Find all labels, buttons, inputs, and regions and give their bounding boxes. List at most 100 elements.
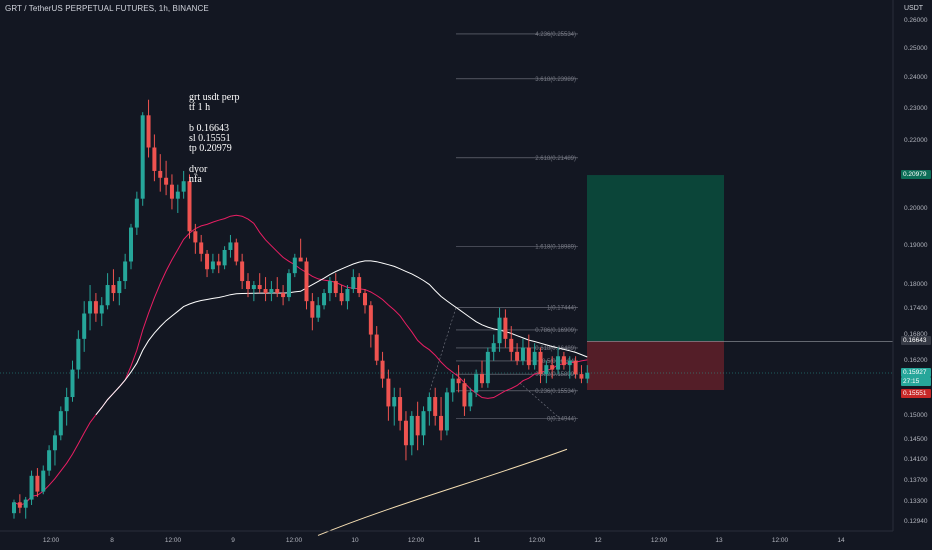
candle[interactable] — [351, 269, 356, 294]
candle[interactable] — [298, 238, 303, 262]
candle[interactable] — [333, 273, 338, 298]
candle[interactable] — [357, 273, 362, 298]
candle[interactable] — [403, 411, 408, 461]
candle[interactable] — [468, 387, 473, 412]
candle[interactable] — [561, 351, 566, 370]
candle[interactable] — [246, 273, 250, 298]
candle[interactable] — [363, 289, 367, 314]
candle[interactable] — [35, 468, 40, 497]
time-axis[interactable] — [0, 531, 893, 550]
candle[interactable] — [556, 347, 561, 375]
candle[interactable] — [269, 281, 274, 302]
candle[interactable] — [175, 184, 180, 213]
candle[interactable] — [345, 285, 350, 310]
candle[interactable] — [515, 343, 520, 366]
candle[interactable] — [152, 134, 157, 182]
candle[interactable] — [439, 397, 444, 441]
fib-trend-line[interactable] — [519, 382, 561, 419]
candle[interactable] — [146, 99, 151, 158]
candle[interactable] — [310, 293, 315, 331]
candle[interactable] — [567, 356, 572, 379]
candle[interactable] — [129, 223, 133, 270]
candle[interactable] — [433, 387, 438, 426]
candle[interactable] — [520, 338, 525, 366]
candle[interactable] — [497, 307, 502, 352]
candle[interactable] — [450, 374, 455, 402]
candle[interactable] — [573, 356, 578, 379]
candle[interactable] — [123, 253, 128, 290]
candle[interactable] — [181, 170, 186, 199]
candle[interactable] — [29, 470, 34, 506]
candle[interactable] — [327, 277, 332, 302]
candle[interactable] — [216, 253, 221, 274]
candle[interactable] — [415, 401, 420, 451]
candle[interactable] — [456, 365, 461, 393]
ma-slow-line[interactable] — [317, 448, 568, 536]
candle[interactable] — [292, 253, 297, 278]
candle[interactable] — [140, 112, 145, 206]
candle[interactable] — [234, 238, 239, 266]
candle[interactable] — [88, 285, 93, 331]
candle[interactable] — [199, 234, 204, 262]
candle[interactable] — [64, 387, 69, 426]
candle[interactable] — [193, 223, 198, 254]
candle[interactable] — [134, 191, 139, 235]
candle[interactable] — [550, 356, 555, 379]
candle[interactable] — [579, 365, 584, 384]
candle[interactable] — [368, 301, 373, 348]
candle[interactable] — [222, 246, 227, 270]
candle[interactable] — [585, 365, 590, 384]
price-axis[interactable] — [893, 0, 932, 550]
candle[interactable] — [339, 285, 344, 306]
candle[interactable] — [503, 309, 508, 348]
candle[interactable] — [474, 369, 479, 398]
candle[interactable] — [532, 343, 537, 370]
candle[interactable] — [421, 406, 426, 446]
candle[interactable] — [427, 392, 432, 426]
candle[interactable] — [275, 277, 280, 298]
candle[interactable] — [99, 297, 104, 327]
candle[interactable] — [374, 326, 379, 366]
candle[interactable] — [480, 360, 484, 388]
candle[interactable] — [82, 301, 87, 352]
take-profit-zone[interactable] — [587, 175, 724, 342]
candle[interactable] — [93, 293, 98, 322]
candle[interactable] — [392, 387, 397, 426]
candle[interactable] — [158, 154, 163, 192]
candle[interactable] — [257, 273, 262, 294]
candle[interactable] — [286, 269, 291, 302]
candle[interactable] — [58, 406, 63, 441]
candle[interactable] — [111, 269, 116, 302]
candle[interactable] — [316, 297, 321, 322]
candle[interactable] — [52, 430, 57, 466]
candle[interactable] — [70, 360, 75, 402]
candle[interactable] — [322, 289, 327, 310]
candle[interactable] — [462, 378, 467, 416]
candle[interactable] — [485, 347, 490, 388]
candle[interactable] — [117, 277, 122, 306]
candle[interactable] — [251, 281, 256, 302]
candle[interactable] — [240, 253, 245, 290]
candle[interactable] — [304, 257, 309, 310]
fib-trend-line[interactable] — [429, 307, 457, 391]
candle[interactable] — [386, 369, 391, 421]
candle[interactable] — [187, 174, 192, 239]
candle[interactable] — [538, 347, 543, 384]
candle[interactable] — [509, 326, 514, 361]
candle[interactable] — [169, 174, 174, 210]
candle[interactable] — [41, 465, 46, 495]
candle[interactable] — [210, 253, 215, 274]
candle[interactable] — [164, 160, 169, 196]
candle[interactable] — [228, 234, 233, 258]
candle[interactable] — [205, 249, 210, 278]
candle[interactable] — [491, 334, 496, 361]
candle[interactable] — [76, 330, 81, 379]
candle[interactable] — [12, 499, 16, 519]
candle[interactable] — [23, 496, 28, 519]
candle[interactable] — [263, 277, 268, 302]
candle[interactable] — [544, 360, 549, 384]
stop-loss-zone[interactable] — [587, 341, 724, 391]
candle[interactable] — [526, 334, 531, 370]
